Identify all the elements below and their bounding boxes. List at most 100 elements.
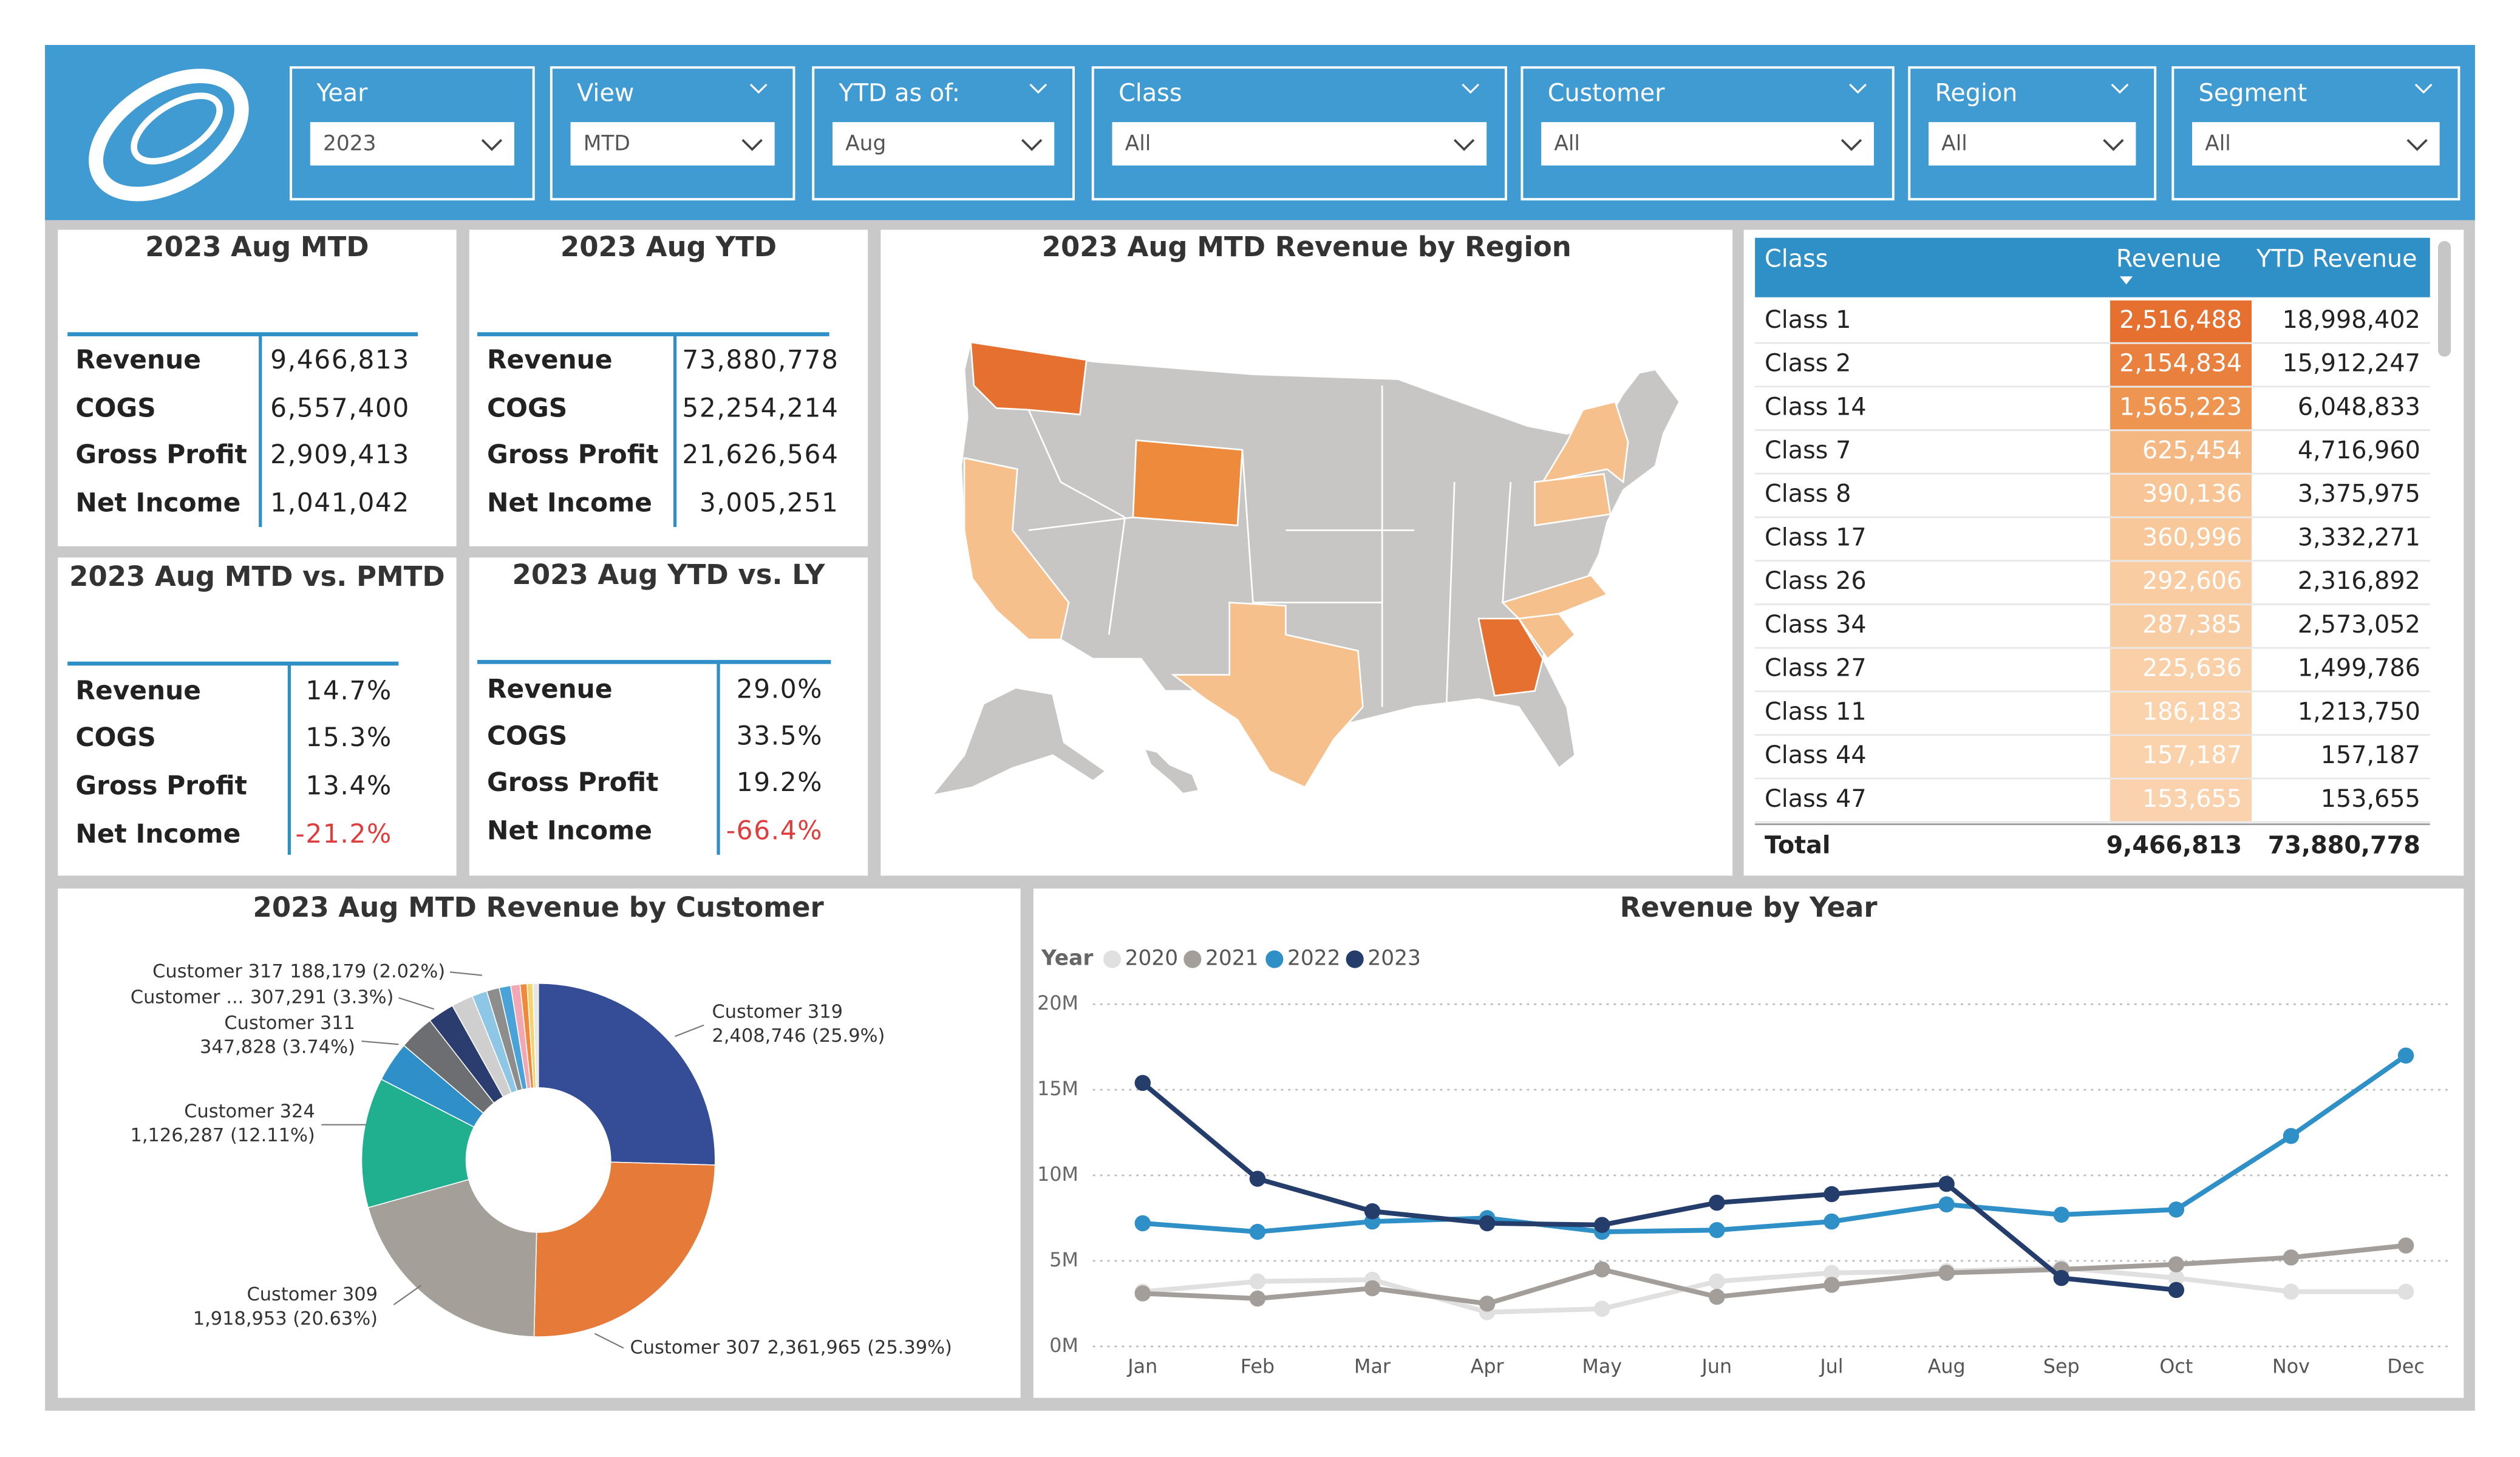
filter-label: View — [577, 80, 634, 107]
x-tick-label: Sep — [2043, 1356, 2080, 1377]
pie-label-name: Customer 324 — [184, 1101, 315, 1122]
filter-dropdown[interactable] — [310, 122, 514, 166]
card-panel — [469, 557, 868, 876]
series-line — [1142, 1053, 2408, 1235]
data-point — [1709, 1194, 1725, 1211]
state-pa — [1534, 473, 1612, 526]
card-row-label: Revenue — [487, 345, 613, 375]
revenue-cell-bg — [2110, 431, 2252, 473]
table-cell: 390,136 — [2142, 480, 2242, 508]
table-panel — [1743, 229, 2464, 876]
card-row-value: 1,041,042 — [270, 488, 410, 518]
y-tick-label: 10M — [1037, 1164, 1078, 1186]
logo-ring — [89, 69, 249, 202]
card-row-value: 29.0% — [737, 674, 823, 704]
pie-label-name: Customer 311 — [224, 1012, 355, 1033]
table-cell: 2,316,892 — [2298, 567, 2420, 595]
data-point — [1134, 1075, 1151, 1092]
data-point — [1479, 1215, 1496, 1232]
chevron — [2406, 138, 2428, 151]
card-title: 2023 Aug YTD — [560, 231, 777, 263]
state-tx — [1171, 602, 1364, 789]
table-cell: 287,385 — [2142, 611, 2242, 639]
y-tick-label: 5M — [1049, 1249, 1078, 1271]
table-cell: Class 27 — [1765, 654, 1867, 682]
state-wy — [1132, 439, 1244, 526]
data-point — [2168, 1201, 2185, 1218]
table-cell: 3,332,271 — [2298, 523, 2420, 551]
pie-label-value: 347,828 (3.74%) — [200, 1036, 355, 1058]
state-nc — [1501, 574, 1609, 620]
filter-value: 2023 — [323, 132, 376, 156]
pie-label-value: 2,408,746 (25.9%) — [712, 1025, 885, 1047]
us-map — [930, 341, 1681, 797]
data-point — [2168, 1256, 2185, 1272]
data-point — [1479, 1296, 1496, 1312]
table-cell: 3,375,975 — [2298, 480, 2420, 508]
pie-label: Customer 319 2,408,746 (25.9%) — [712, 1001, 885, 1047]
x-tick-label: Jun — [1701, 1356, 1732, 1377]
table-cell: 225,636 — [2142, 654, 2242, 682]
table-cell: Class 47 — [1765, 785, 1867, 813]
pie-slice — [533, 1161, 716, 1337]
filter-box — [290, 66, 535, 201]
pie-slice — [367, 1178, 537, 1337]
chevron — [1462, 83, 1480, 94]
revenue-cell-bg — [2110, 344, 2252, 386]
legend-label: 2021 — [1205, 946, 1259, 971]
filter-dropdown[interactable] — [570, 122, 775, 166]
table-cell: 292,606 — [2142, 567, 2242, 595]
table-cell: Class 8 — [1765, 480, 1851, 508]
pie-label-value: 188,179 (2.02%) — [290, 961, 445, 982]
card-row-label: Gross Profit — [75, 770, 247, 800]
filter-dropdown[interactable] — [1112, 122, 1487, 166]
chevron — [2414, 83, 2433, 94]
table-cell: 157,187 — [2321, 741, 2420, 769]
y-tick-label: 15M — [1037, 1078, 1078, 1100]
pie-slice — [537, 982, 716, 1166]
data-point — [2053, 1269, 2069, 1286]
legend-marker — [1183, 950, 1202, 968]
data-point — [1594, 1300, 1610, 1317]
leader-line — [594, 1333, 624, 1349]
legend-marker — [1265, 950, 1284, 968]
pie-label-name: Customer 319 — [712, 1001, 843, 1022]
data-point — [2397, 1047, 2414, 1064]
pie-slice — [532, 982, 539, 1089]
card-row-label: Revenue — [487, 674, 613, 704]
filter-dropdown[interactable] — [2192, 122, 2440, 166]
card-row-value: 13.4% — [305, 770, 392, 800]
legend-marker — [1346, 950, 1364, 968]
table-cell: 360,996 — [2142, 523, 2242, 551]
filter-label: Class — [1119, 80, 1182, 107]
chevron — [2103, 138, 2124, 151]
filter-dropdown[interactable] — [832, 122, 1055, 166]
pie-label-name: Customer 309 — [247, 1284, 378, 1305]
x-tick-label: Jan — [1126, 1356, 1157, 1377]
x-tick-label: May — [1582, 1356, 1622, 1377]
chevron — [481, 138, 503, 151]
chevron — [1029, 83, 1047, 94]
data-point — [1824, 1186, 1840, 1203]
data-point — [1364, 1203, 1381, 1220]
table-cell: 1,213,750 — [2298, 698, 2420, 725]
pie-label: Customer 307 2,361,965 (25.39%) — [630, 1337, 952, 1358]
pie-label-value: 2,361,965 (25.39%) — [768, 1337, 952, 1358]
filter-box — [1091, 66, 1507, 201]
leader-line — [675, 1024, 704, 1038]
data-point — [1364, 1280, 1381, 1297]
filter-dropdown[interactable] — [1541, 122, 1875, 166]
filter-dropdown[interactable] — [1929, 122, 2136, 166]
revenue-cell-bg — [2110, 605, 2252, 647]
revenue-cell-bg — [2110, 779, 2252, 821]
map-alaska — [930, 687, 1108, 797]
data-point — [1134, 1285, 1151, 1302]
card-row-value: 73,880,778 — [682, 345, 839, 375]
card-panel — [58, 229, 457, 546]
state-ny — [1541, 401, 1629, 484]
table-cell: 625,454 — [2142, 436, 2242, 464]
pie-label-name: Customer 317 — [152, 961, 284, 982]
data-point — [1709, 1222, 1725, 1238]
card-row-label: Revenue — [75, 345, 201, 375]
